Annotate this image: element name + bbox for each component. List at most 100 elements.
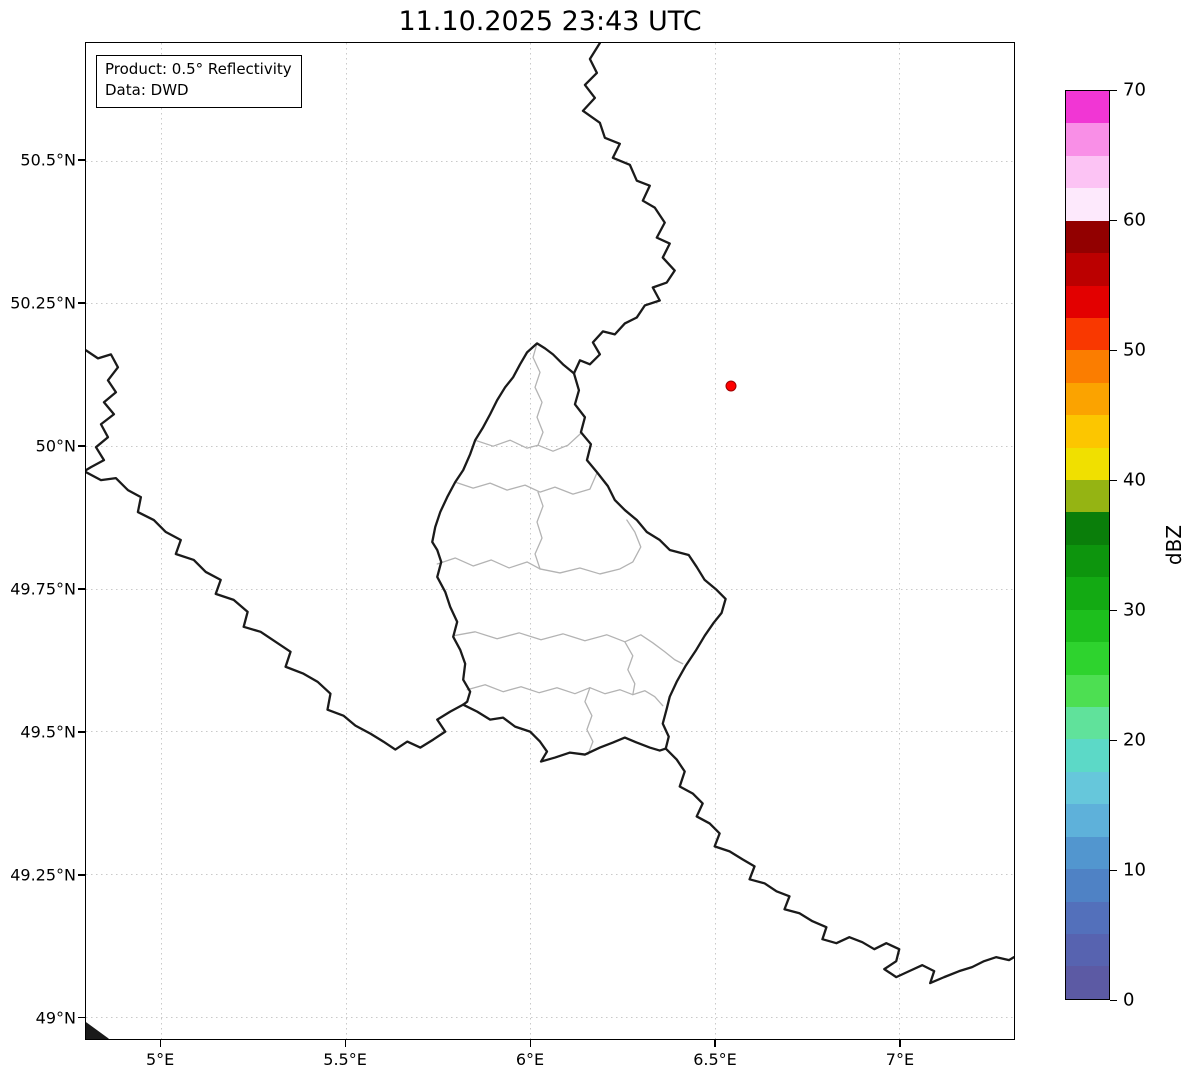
canton-border-path bbox=[584, 687, 594, 756]
colorbar-tick-label: 50 bbox=[1123, 339, 1146, 361]
map-plot-area: Product: 0.5° Reflectivity Data: DWD bbox=[85, 42, 1015, 1040]
gridline-x bbox=[530, 43, 532, 1039]
gridline-y bbox=[86, 160, 1014, 162]
colorbar-segment bbox=[1066, 317, 1109, 351]
gridline-y bbox=[86, 588, 1014, 590]
colorbar-segment bbox=[1066, 285, 1109, 318]
colorbar-tick-label: 70 bbox=[1123, 79, 1146, 101]
colorbar-tick-mark bbox=[1110, 609, 1117, 611]
colorbar-tick-mark bbox=[1110, 999, 1117, 1001]
x-tick-mark bbox=[344, 1040, 346, 1047]
colorbar-segment bbox=[1066, 933, 1109, 967]
canton-border-path bbox=[474, 432, 582, 452]
y-axis-tick-label: 49.5°N bbox=[20, 722, 76, 742]
y-axis-tick-label: 49.75°N bbox=[10, 579, 76, 599]
colorbar-segment bbox=[1066, 415, 1109, 448]
colorbar-segment bbox=[1066, 382, 1109, 416]
canton-border-path bbox=[466, 684, 591, 695]
colorbar-segment bbox=[1066, 707, 1109, 740]
colorbar-segment bbox=[1066, 544, 1109, 578]
info-data-source-line: Data: DWD bbox=[105, 81, 189, 100]
gridline-y bbox=[86, 1016, 1014, 1018]
gridline-x bbox=[160, 43, 162, 1039]
x-tick-mark bbox=[159, 1040, 161, 1047]
canton-border-path bbox=[532, 342, 544, 446]
y-axis-tick-label: 49.25°N bbox=[10, 865, 76, 885]
colorbar-tick-label: 40 bbox=[1123, 469, 1146, 491]
y-tick-mark bbox=[78, 874, 85, 876]
colorbar-segment bbox=[1066, 220, 1109, 254]
colorbar-segment bbox=[1066, 901, 1109, 934]
y-tick-mark bbox=[78, 588, 85, 590]
colorbar-segment bbox=[1066, 253, 1109, 286]
canton-border-path bbox=[454, 472, 598, 495]
colorbar-segment bbox=[1066, 674, 1109, 708]
canton-border-path bbox=[436, 557, 541, 570]
colorbar-segment bbox=[1066, 771, 1109, 805]
x-axis-tick-label: 5.5°E bbox=[323, 1050, 367, 1069]
plot-title: 11.10.2025 23:43 UTC bbox=[398, 6, 702, 37]
colorbar-segment bbox=[1066, 869, 1109, 902]
colorbar-segment bbox=[1066, 577, 1109, 610]
colorbar bbox=[1065, 90, 1110, 1000]
colorbar-segment bbox=[1066, 739, 1109, 772]
info-product-line: Product: 0.5° Reflectivity bbox=[105, 60, 292, 78]
colorbar-segment bbox=[1066, 966, 1109, 999]
x-tick-mark bbox=[714, 1040, 716, 1047]
y-axis-tick-label: 50°N bbox=[35, 436, 76, 456]
canton-border-path bbox=[452, 631, 684, 665]
colorbar-tick-label: 20 bbox=[1123, 729, 1146, 751]
gridline-y bbox=[86, 731, 1014, 733]
colorbar-segment bbox=[1066, 350, 1109, 383]
x-axis-tick-label: 7°E bbox=[885, 1050, 915, 1069]
gridline-y bbox=[86, 445, 1014, 447]
country-border-path bbox=[431, 342, 576, 706]
y-tick-mark bbox=[78, 445, 85, 447]
colorbar-segment bbox=[1066, 512, 1109, 545]
colorbar-tick-mark bbox=[1110, 89, 1117, 91]
y-tick-mark bbox=[78, 1017, 85, 1019]
y-tick-mark bbox=[78, 731, 85, 733]
y-axis-tick-label: 50.5°N bbox=[20, 150, 76, 170]
country-border-path bbox=[86, 470, 465, 751]
radar-location-marker bbox=[725, 380, 736, 392]
country-border-path bbox=[86, 349, 120, 472]
colorbar-segment bbox=[1066, 155, 1109, 189]
country-border-path bbox=[664, 747, 1014, 985]
colorbar-segment bbox=[1066, 91, 1109, 124]
colorbar-tick-label: 30 bbox=[1123, 599, 1146, 621]
country-border-path bbox=[462, 703, 667, 763]
colorbar-segment bbox=[1066, 642, 1109, 675]
y-axis-tick-label: 50.25°N bbox=[10, 293, 76, 313]
canton-border-path bbox=[624, 641, 636, 696]
x-axis-tick-label: 6.5°E bbox=[693, 1050, 737, 1069]
x-tick-mark bbox=[529, 1040, 531, 1047]
canton-border-path bbox=[534, 491, 544, 570]
colorbar-title: dBZ bbox=[1162, 524, 1186, 566]
colorbar-segment bbox=[1066, 804, 1109, 837]
borders-svg bbox=[86, 43, 1014, 1039]
gridline-y bbox=[86, 874, 1014, 876]
colorbar-tick-label: 0 bbox=[1123, 989, 1135, 1011]
colorbar-tick-mark bbox=[1110, 479, 1117, 481]
info-box: Product: 0.5° Reflectivity Data: DWD bbox=[96, 55, 302, 108]
canton-border-path bbox=[539, 519, 642, 575]
colorbar-tick-mark bbox=[1110, 739, 1117, 741]
canton-border-path bbox=[589, 687, 664, 707]
y-axis-tick-label: 49°N bbox=[35, 1008, 76, 1028]
colorbar-segment bbox=[1066, 480, 1109, 513]
y-tick-mark bbox=[78, 159, 85, 161]
colorbar-segment bbox=[1066, 836, 1109, 870]
colorbar-tick-label: 10 bbox=[1123, 859, 1146, 881]
y-tick-mark bbox=[78, 302, 85, 304]
x-axis-tick-label: 5°E bbox=[145, 1050, 175, 1069]
colorbar-tick-mark bbox=[1110, 349, 1117, 351]
country-border-path bbox=[572, 372, 727, 750]
gridline-x bbox=[345, 43, 347, 1039]
x-axis-tick-label: 6°E bbox=[515, 1050, 545, 1069]
gridline-x bbox=[714, 43, 716, 1039]
corner-border-wedge bbox=[86, 1022, 109, 1039]
colorbar-tick-mark bbox=[1110, 869, 1117, 871]
gridline-y bbox=[86, 303, 1014, 305]
